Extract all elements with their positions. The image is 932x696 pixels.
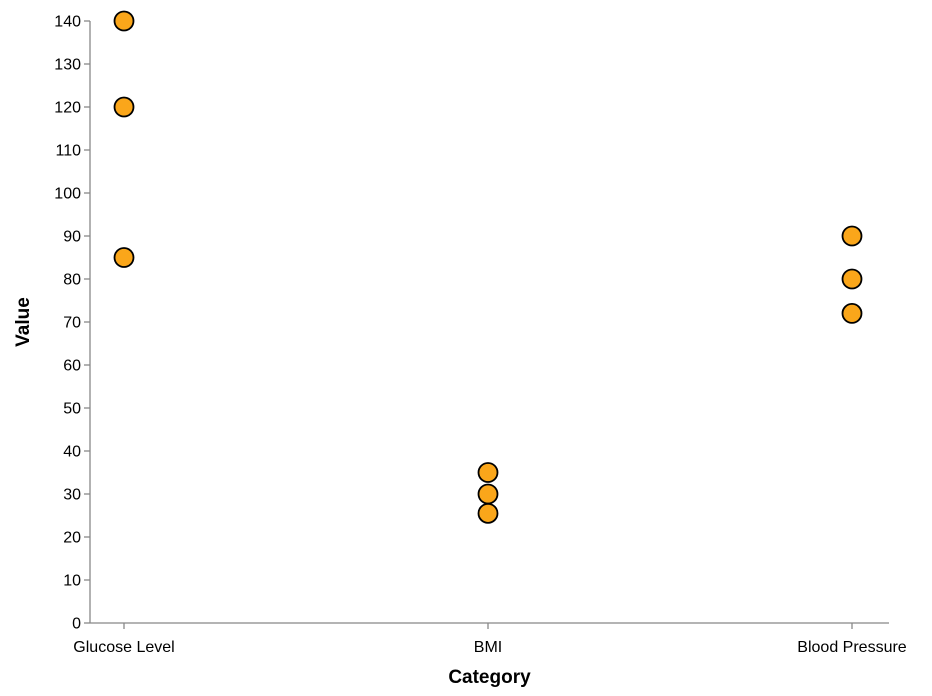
y-tick-label: 20 — [63, 530, 81, 547]
y-tick-label: 80 — [63, 272, 81, 289]
data-point — [841, 268, 863, 290]
y-tick-label: 60 — [63, 358, 81, 375]
data-point — [113, 10, 135, 32]
y-tick-label: 0 — [72, 616, 81, 633]
x-tick-label: BMI — [474, 639, 502, 656]
y-tick-label: 130 — [54, 57, 81, 74]
y-tick-label: 10 — [63, 573, 81, 590]
y-tick-label: 120 — [54, 100, 81, 117]
y-axis-title: Value — [13, 297, 34, 347]
data-point — [113, 96, 135, 118]
x-axis-title: Category — [448, 667, 531, 688]
data-point — [841, 302, 863, 324]
data-point — [477, 462, 499, 483]
x-axis: Glucose Level BMI Blood Pressure — [73, 622, 907, 656]
y-tick-label: 110 — [55, 143, 81, 160]
data-point — [113, 247, 135, 268]
y-tick-label: 50 — [63, 401, 81, 418]
y-tick-label: 40 — [63, 444, 81, 461]
data-points — [113, 10, 863, 524]
y-tick-label: 90 — [63, 229, 81, 246]
y-tick-label: 140 — [54, 14, 81, 31]
data-point — [477, 483, 499, 505]
y-tick-label: 30 — [63, 487, 81, 504]
x-tick-label: Glucose Level — [73, 639, 174, 656]
data-point — [477, 502, 499, 524]
x-tick-label: Blood Pressure — [797, 639, 906, 656]
data-point — [841, 225, 863, 247]
y-tick-label: 70 — [63, 315, 81, 332]
y-tick-label: 100 — [54, 186, 81, 203]
y-axis: 0 10 20 30 40 50 60 70 80 90 100 110 120 130 140 — [54, 14, 91, 633]
